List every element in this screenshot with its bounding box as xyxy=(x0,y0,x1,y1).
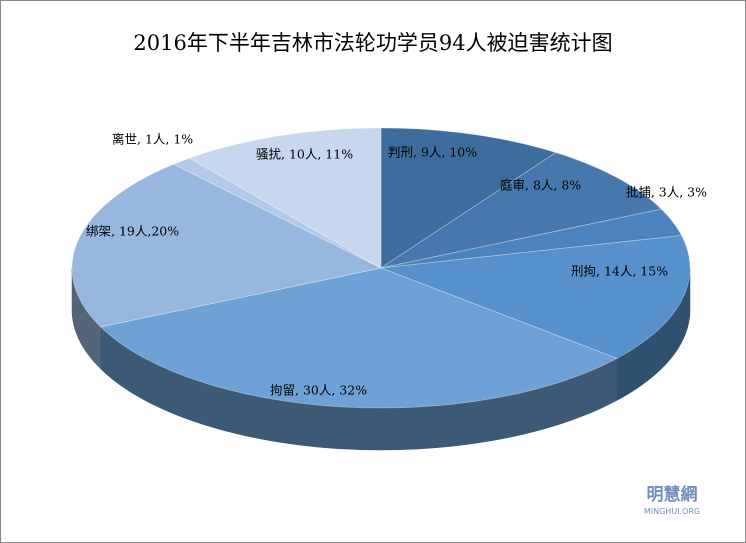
slice xyxy=(188,127,382,269)
pie xyxy=(71,127,691,451)
data-label: 刑拘, 14人, 15% xyxy=(571,264,668,279)
watermark-site: MINGHUI.ORG xyxy=(644,507,700,516)
data-label: 庭审, 8人, 8% xyxy=(500,178,581,193)
watermark-name: 明慧網 xyxy=(647,484,698,505)
data-label: 离世, 1人, 1% xyxy=(112,132,193,147)
slice xyxy=(380,152,663,269)
data-label: 骚扰, 10人, 11% xyxy=(256,147,353,162)
chart-title: 2016年下半年吉林市法轮功学员94人被迫害统计图 xyxy=(133,31,612,55)
data-label: 绑架, 19人,20% xyxy=(86,224,179,239)
slice xyxy=(99,267,618,409)
slice xyxy=(71,163,383,328)
data-label: 拘留, 30人, 32% xyxy=(270,383,367,398)
slice xyxy=(380,208,683,269)
data-label: 判刑, 9人, 10% xyxy=(388,145,477,160)
slice xyxy=(380,127,557,269)
data-label: 批捕, 3人, 3% xyxy=(626,185,707,200)
slice xyxy=(380,235,691,359)
